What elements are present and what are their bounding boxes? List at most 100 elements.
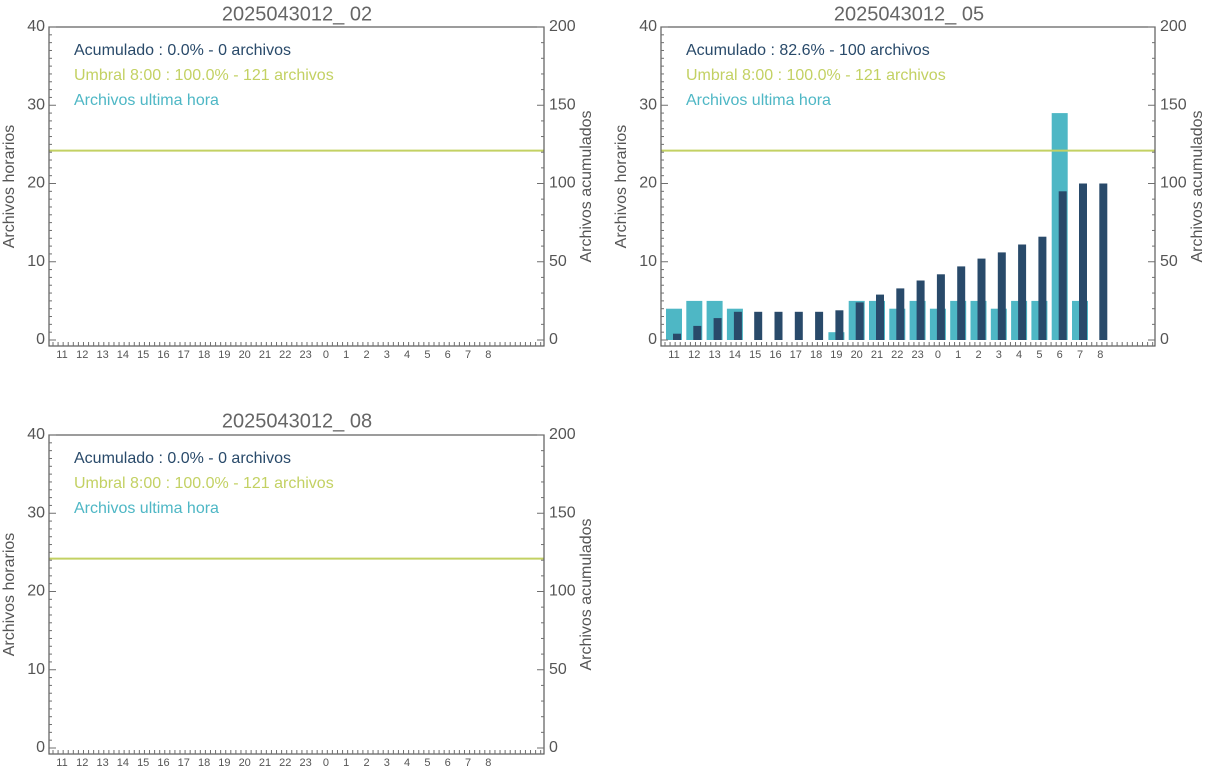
hour-label-5: 5 bbox=[1036, 349, 1042, 361]
left-tick-label: 0 bbox=[36, 331, 45, 348]
legend-entry-2: Archivos ultima hora bbox=[74, 500, 219, 517]
hour-label-13: 13 bbox=[96, 757, 108, 769]
hour-label-6: 6 bbox=[445, 757, 451, 769]
hour-label-22: 22 bbox=[891, 349, 903, 361]
hour-label-3: 3 bbox=[996, 349, 1002, 361]
hour-label-6: 6 bbox=[445, 349, 451, 361]
cumulative-bar-4 bbox=[1018, 244, 1027, 340]
hour-label-4: 4 bbox=[1016, 349, 1022, 361]
y-axis-right-title: Archivos acumulados bbox=[1189, 110, 1206, 262]
legend-entry-1: Umbral 8:00 : 100.0% - 121 archivos bbox=[74, 67, 334, 84]
cumulative-bar-1 bbox=[957, 266, 966, 340]
hour-label-6: 6 bbox=[1057, 349, 1063, 361]
left-tick-label: 30 bbox=[639, 96, 657, 113]
cumulative-bar-6 bbox=[1058, 191, 1067, 340]
right-tick-label: 50 bbox=[549, 661, 567, 678]
legend-entry-2: Archivos ultima hora bbox=[686, 92, 831, 109]
hour-label-1: 1 bbox=[343, 349, 349, 361]
hour-label-23: 23 bbox=[299, 349, 311, 361]
right-tick-label: 200 bbox=[549, 426, 576, 443]
hour-label-20: 20 bbox=[239, 757, 251, 769]
chart-title: 2025043012_ 05 bbox=[834, 3, 984, 25]
hour-label-18: 18 bbox=[198, 349, 210, 361]
left-tick-label: 10 bbox=[639, 253, 657, 270]
legend-entry-0: Acumulado : 82.6% - 100 archivos bbox=[686, 42, 930, 59]
y-axis-left-title: Archivos horarios bbox=[1, 125, 18, 249]
hour-label-14: 14 bbox=[729, 349, 741, 361]
hour-label-20: 20 bbox=[851, 349, 863, 361]
plot-frame bbox=[660, 26, 1156, 347]
hour-label-14: 14 bbox=[117, 757, 129, 769]
chart-title: 2025043012_ 02 bbox=[222, 3, 372, 25]
hourly-bar-11 bbox=[666, 308, 682, 340]
cumulative-bar-12 bbox=[693, 325, 702, 340]
right-tick-label: 150 bbox=[1160, 96, 1187, 113]
cumulative-bar-18 bbox=[815, 311, 824, 340]
hour-label-17: 17 bbox=[178, 349, 190, 361]
cumulative-bar-2 bbox=[977, 258, 986, 340]
hour-label-7: 7 bbox=[465, 757, 471, 769]
hour-label-11: 11 bbox=[668, 349, 679, 361]
hour-label-18: 18 bbox=[198, 757, 210, 769]
left-tick-label: 30 bbox=[27, 504, 45, 521]
hour-label-7: 7 bbox=[465, 349, 471, 361]
hour-label-8: 8 bbox=[485, 757, 491, 769]
hour-label-11: 11 bbox=[56, 757, 67, 769]
hour-label-23: 23 bbox=[299, 757, 311, 769]
right-tick-label: 0 bbox=[549, 331, 558, 348]
right-tick-label: 150 bbox=[549, 504, 576, 521]
hour-label-2: 2 bbox=[975, 349, 981, 361]
right-tick-label: 200 bbox=[549, 18, 576, 35]
hour-label-18: 18 bbox=[810, 349, 822, 361]
cumulative-bar-19 bbox=[835, 310, 844, 340]
cumulative-bar-5 bbox=[1038, 236, 1047, 340]
hour-label-5: 5 bbox=[424, 349, 430, 361]
cumulative-bar-22 bbox=[896, 288, 905, 340]
hour-label-7: 7 bbox=[1077, 349, 1083, 361]
hour-label-19: 19 bbox=[830, 349, 842, 361]
hour-label-16: 16 bbox=[769, 349, 781, 361]
hour-label-12: 12 bbox=[688, 349, 700, 361]
legend-entry-1: Umbral 8:00 : 100.0% - 121 archivos bbox=[686, 67, 946, 84]
hour-label-11: 11 bbox=[56, 349, 67, 361]
hour-label-22: 22 bbox=[279, 757, 291, 769]
y-axis-left-title: Archivos horarios bbox=[613, 125, 630, 249]
hour-label-4: 4 bbox=[404, 757, 410, 769]
hour-label-13: 13 bbox=[708, 349, 720, 361]
legend-entry-2: Archivos ultima hora bbox=[74, 92, 219, 109]
hour-label-15: 15 bbox=[749, 349, 761, 361]
cumulative-bar-15 bbox=[754, 311, 763, 340]
y-axis-right-title: Archivos acumulados bbox=[578, 110, 595, 262]
hour-label-3: 3 bbox=[384, 757, 390, 769]
hour-label-12: 12 bbox=[76, 757, 88, 769]
hour-label-1: 1 bbox=[343, 757, 349, 769]
hour-label-1: 1 bbox=[955, 349, 961, 361]
cumulative-bar-23 bbox=[916, 280, 925, 340]
cumulative-bar-17 bbox=[794, 311, 803, 340]
legend-entry-0: Acumulado : 0.0% - 0 archivos bbox=[74, 450, 291, 467]
hour-label-8: 8 bbox=[485, 349, 491, 361]
cumulative-bar-21 bbox=[876, 294, 884, 340]
right-tick-label: 100 bbox=[549, 583, 576, 600]
cumulative-bar-3 bbox=[997, 252, 1006, 340]
left-tick-label: 30 bbox=[27, 96, 45, 113]
hour-label-19: 19 bbox=[218, 757, 230, 769]
right-tick-label: 100 bbox=[1160, 175, 1187, 192]
hour-label-17: 17 bbox=[178, 757, 190, 769]
legend-entry-1: Umbral 8:00 : 100.0% - 121 archivos bbox=[74, 475, 334, 492]
right-tick-label: 150 bbox=[549, 96, 576, 113]
right-tick-label: 200 bbox=[1160, 18, 1187, 35]
hour-label-16: 16 bbox=[157, 349, 169, 361]
hour-label-0: 0 bbox=[323, 349, 329, 361]
hour-label-8: 8 bbox=[1097, 349, 1103, 361]
left-tick-label: 40 bbox=[27, 18, 45, 35]
hour-label-15: 15 bbox=[137, 349, 149, 361]
hour-label-17: 17 bbox=[790, 349, 802, 361]
cumulative-bar-0 bbox=[936, 274, 945, 340]
left-tick-label: 40 bbox=[639, 18, 657, 35]
left-tick-label: 0 bbox=[648, 331, 657, 348]
